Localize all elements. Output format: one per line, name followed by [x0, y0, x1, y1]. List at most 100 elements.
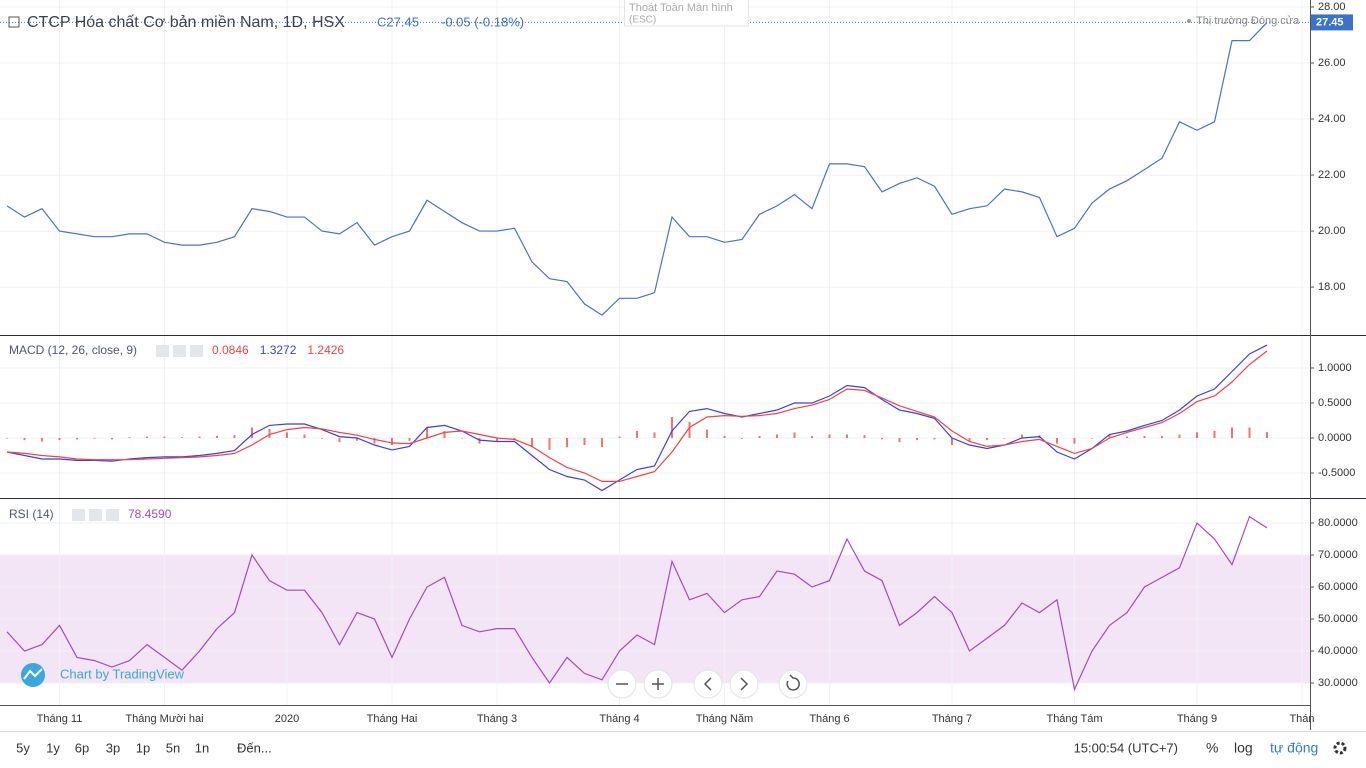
histogram-bar — [1091, 438, 1093, 439]
range-button[interactable]: 5n — [166, 740, 180, 755]
histogram-bar — [968, 438, 971, 442]
rsi-title: RSI (14) — [9, 507, 54, 521]
legend-value: 0.0846 — [212, 343, 249, 357]
histogram-bar — [286, 432, 288, 439]
range-button[interactable]: 1n — [195, 740, 209, 755]
y-tick-label: 60.0000 — [1318, 581, 1358, 593]
histogram-bar — [58, 438, 61, 441]
scroll-left-icon — [703, 677, 712, 691]
range-button[interactable]: 3p — [106, 740, 120, 755]
range-button[interactable]: 5y — [16, 740, 30, 755]
histogram-bar — [426, 427, 428, 439]
histogram-bar — [933, 438, 936, 440]
histogram-bar — [23, 438, 26, 441]
scroll-right-button[interactable] — [729, 669, 759, 699]
histogram-bar — [496, 438, 498, 442]
tooltip-key: (ESC) — [629, 15, 656, 26]
y-tick-label: 22.00 — [1318, 169, 1346, 181]
pane-buttons — [72, 345, 203, 521]
histogram-bar — [1003, 438, 1006, 439]
auto-button[interactable]: tự động — [1270, 740, 1318, 756]
goto-button[interactable]: Đến... — [237, 740, 272, 755]
x-tick-label: Tháng 6 — [809, 713, 849, 725]
close-label: C27.45 — [377, 14, 419, 29]
histogram-bar — [531, 438, 533, 448]
x-tick-label: Tháng 4 — [599, 713, 639, 725]
histogram-bar — [76, 438, 78, 440]
y-tick-label: 30.0000 — [1318, 677, 1358, 689]
y-tick-label: 26.00 — [1318, 57, 1346, 69]
histogram-bar — [233, 435, 236, 439]
reset-button[interactable] — [778, 669, 808, 699]
settings-button[interactable] — [89, 509, 102, 521]
histogram-bar — [338, 438, 341, 443]
percent-button[interactable]: % — [1206, 740, 1218, 756]
histogram-bar — [356, 438, 358, 441]
collapse-icon[interactable] — [8, 16, 20, 28]
histogram-bar — [741, 438, 743, 439]
histogram-bar — [268, 428, 271, 439]
y-tick-label: 18.00 — [1318, 281, 1346, 293]
histogram-bar — [723, 435, 726, 439]
histogram-bar — [1248, 427, 1251, 439]
histogram-bar — [1231, 427, 1233, 439]
y-tick-label: 1.0000 — [1318, 362, 1352, 374]
histogram-bar — [1021, 434, 1023, 439]
histogram-bar — [758, 435, 761, 439]
histogram-bar — [1126, 436, 1128, 439]
close-button[interactable] — [190, 345, 203, 357]
histogram-bar — [373, 438, 376, 444]
range-button[interactable]: 1y — [46, 740, 60, 755]
histogram-bar — [636, 431, 638, 439]
y-tick-label: 0.0000 — [1318, 432, 1352, 444]
log-button[interactable]: log — [1234, 740, 1253, 756]
x-tick-label: 2020 — [275, 713, 299, 725]
range-button[interactable]: 1p — [136, 740, 150, 755]
settings-button[interactable] — [72, 509, 85, 521]
histogram-bar — [863, 435, 866, 439]
tooltip — [624, 0, 749, 27]
y-tick-label: 70.0000 — [1318, 549, 1358, 561]
y-tick-label: -0.5000 — [1318, 467, 1355, 479]
plots: 18.00 20.00 22.00 24.00 26.00 28.00 27.45 -0.50… — [0, 0, 1358, 725]
macd-title: MACD (12, 26, close, 9) — [9, 343, 137, 357]
range-button[interactable]: 6p — [75, 740, 89, 755]
settings-button[interactable] — [156, 345, 169, 357]
x-tick-label: Tháng Mười hai — [125, 713, 203, 725]
histogram-bar — [216, 435, 218, 439]
last-price-box — [1311, 14, 1353, 31]
histogram-bar — [1108, 434, 1111, 439]
histogram-bar — [461, 438, 463, 439]
histogram-bar — [391, 438, 393, 446]
y-tick-label: 28.00 — [1318, 1, 1346, 13]
histogram-bar — [408, 438, 411, 441]
x-tick-label: Tháng 3 — [477, 713, 517, 725]
scroll-left-button[interactable] — [693, 669, 723, 699]
histogram-bar — [881, 438, 883, 440]
histogram-bar — [128, 437, 131, 439]
zoom-in-icon — [652, 678, 664, 690]
settings-button[interactable] — [173, 345, 186, 357]
histogram-bar — [898, 438, 901, 443]
x-tick-label: Tháng Năm — [696, 713, 753, 725]
series-line — [6, 350, 1268, 483]
histogram-bar — [951, 438, 953, 446]
histogram-bar — [916, 438, 918, 441]
histogram-bar — [776, 434, 778, 439]
histogram-bar — [828, 434, 831, 439]
histogram-bar — [653, 432, 656, 439]
settings-icon[interactable] — [1333, 741, 1347, 755]
y-tick-label: 80.0000 — [1318, 517, 1358, 529]
x-tick-label: Tháng Tám — [1046, 713, 1102, 725]
histogram-bar — [811, 435, 813, 439]
watermark[interactable]: Chart by TradingView — [60, 666, 185, 681]
histogram-bar — [198, 436, 201, 439]
y-tick-label: 50.0000 — [1318, 613, 1358, 625]
close-button[interactable] — [106, 509, 119, 521]
histogram-bar — [618, 436, 621, 439]
histogram-bar — [111, 438, 113, 440]
histogram-bar — [601, 438, 603, 448]
tooltip-title: Thoát Toàn Màn hình — [629, 2, 733, 14]
